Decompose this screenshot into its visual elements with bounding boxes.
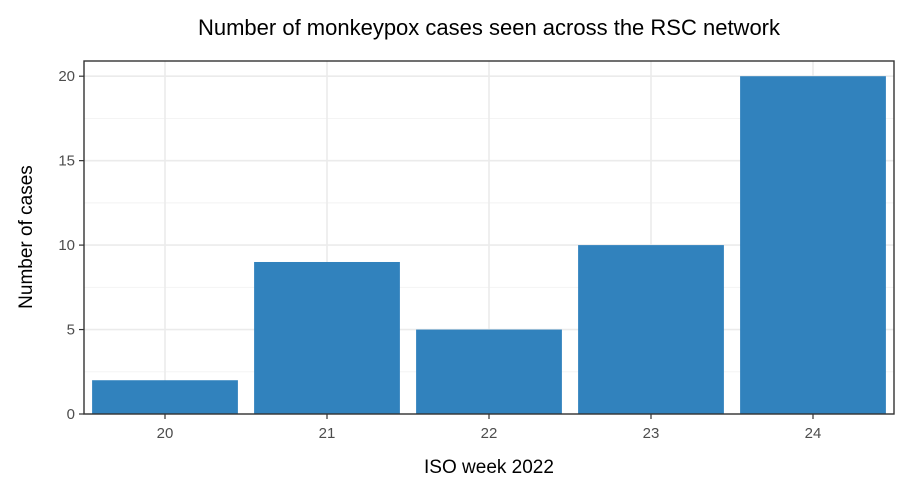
chart-title: Number of monkeypox cases seen across th… xyxy=(198,15,781,40)
y-axis: 0 5 10 15 20 xyxy=(58,68,84,423)
bar-week-24 xyxy=(740,76,886,414)
x-tick-label: 23 xyxy=(643,425,660,442)
y-tick-label: 0 xyxy=(67,406,75,423)
bar-week-20 xyxy=(92,380,238,414)
y-axis-title: Number of cases xyxy=(16,165,37,309)
y-tick-label: 20 xyxy=(58,68,75,85)
bar-week-23 xyxy=(578,245,724,414)
y-tick-label: 5 xyxy=(67,322,75,339)
x-axis: 20 21 22 23 24 xyxy=(157,414,822,442)
bars-layer xyxy=(92,76,886,414)
x-axis-title: ISO week 2022 xyxy=(424,457,554,478)
y-tick-label: 10 xyxy=(58,237,75,254)
x-tick-label: 24 xyxy=(805,425,822,442)
x-tick-label: 21 xyxy=(319,425,336,442)
bar-week-22 xyxy=(416,329,562,414)
x-tick-label: 20 xyxy=(157,425,174,442)
x-tick-label: 22 xyxy=(481,425,498,442)
y-tick-label: 15 xyxy=(58,153,75,170)
bar-week-21 xyxy=(254,261,400,414)
